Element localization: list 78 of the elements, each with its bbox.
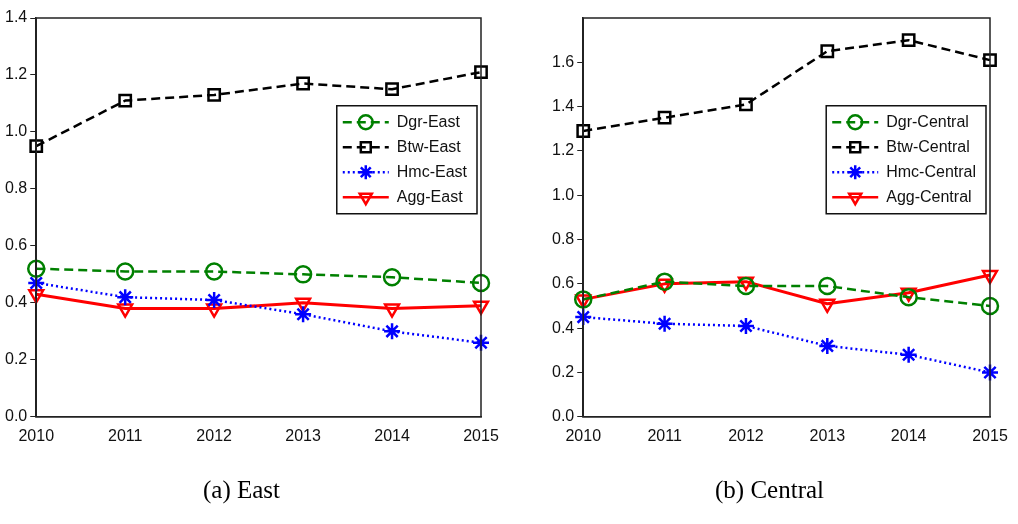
- y-tick-label: 1.2: [4, 65, 28, 83]
- point: [820, 44, 835, 59]
- y-tick-label: 1.6: [551, 52, 575, 70]
- point: [471, 333, 491, 352]
- y-tick-label: 0.8: [4, 179, 28, 197]
- y-tick-label: 0.4: [4, 293, 28, 311]
- y-tick-label: 0.4: [551, 318, 575, 336]
- x-tick-label: 2013: [809, 426, 846, 444]
- x-tick-label: 2010: [565, 426, 602, 444]
- point: [118, 93, 133, 108]
- point: [573, 290, 593, 309]
- y-tick-label: 0.0: [551, 407, 575, 425]
- text: (a) East: [202, 475, 281, 504]
- x-tick-label: 2010: [18, 426, 55, 444]
- point: [385, 82, 399, 97]
- y-tick-label: 1.4: [4, 8, 28, 26]
- legend-label: Btw-East: [396, 137, 462, 155]
- point: [204, 262, 224, 281]
- legend-label: Dgr-East: [396, 112, 461, 130]
- legend-label: Btw-Central: [886, 137, 970, 155]
- y-tick-label: 0.6: [551, 274, 575, 292]
- point: [819, 298, 836, 314]
- legend-label: Agg-Central: [886, 187, 972, 205]
- point: [983, 53, 997, 67]
- x-tick-label: 2012: [196, 426, 233, 444]
- point: [739, 97, 753, 112]
- point: [382, 267, 402, 287]
- x-tick-label: 2015: [972, 426, 1008, 444]
- point: [115, 287, 135, 307]
- point: [293, 265, 313, 284]
- point: [818, 276, 837, 296]
- legend-label: Hmc-East: [396, 162, 468, 180]
- x-tick-label: 2014: [890, 426, 927, 444]
- y-tick-label: 0.0: [4, 407, 28, 425]
- y-tick-label: 0.2: [551, 362, 575, 380]
- point: [818, 336, 837, 356]
- x-tick-label: 2011: [647, 426, 682, 444]
- point: [28, 289, 45, 304]
- point: [29, 139, 44, 154]
- legend-label: Agg-East: [396, 187, 464, 205]
- point: [115, 262, 135, 281]
- y-tick-label: 0.2: [4, 350, 28, 368]
- y-tick-label: 1.2: [551, 141, 575, 159]
- x-tick-label: 2015: [463, 426, 499, 444]
- point: [293, 305, 313, 324]
- point: [657, 110, 672, 125]
- x-tick-label: 2014: [374, 426, 410, 444]
- point: [980, 363, 1000, 382]
- x-tick-label: 2012: [728, 426, 764, 444]
- point: [26, 259, 46, 278]
- point: [207, 88, 222, 102]
- point: [471, 273, 491, 293]
- point: [474, 65, 488, 80]
- point: [296, 76, 310, 91]
- point: [980, 296, 1000, 316]
- y-tick-label: 0.8: [551, 229, 575, 247]
- point: [383, 303, 401, 318]
- y-tick-label: 0.6: [4, 236, 28, 254]
- legend-label: Dgr-Central: [886, 112, 969, 130]
- point: [981, 269, 999, 285]
- point: [204, 290, 224, 310]
- point: [117, 303, 134, 318]
- point: [294, 297, 312, 313]
- point: [655, 314, 674, 333]
- point: [901, 33, 916, 48]
- point: [899, 345, 918, 365]
- y-tick-label: 1.0: [4, 122, 28, 140]
- point: [655, 272, 674, 291]
- y-tick-label: 1.4: [551, 97, 575, 115]
- legend-label: Hmc-Central: [886, 162, 977, 180]
- point: [576, 124, 591, 138]
- point: [382, 322, 402, 341]
- x-tick-label: 2011: [107, 426, 143, 444]
- text: (b) Central: [715, 475, 825, 504]
- y-tick-label: 1.0: [551, 185, 575, 203]
- point: [736, 316, 756, 336]
- x-tick-label: 2013: [285, 426, 321, 444]
- point: [472, 300, 490, 315]
